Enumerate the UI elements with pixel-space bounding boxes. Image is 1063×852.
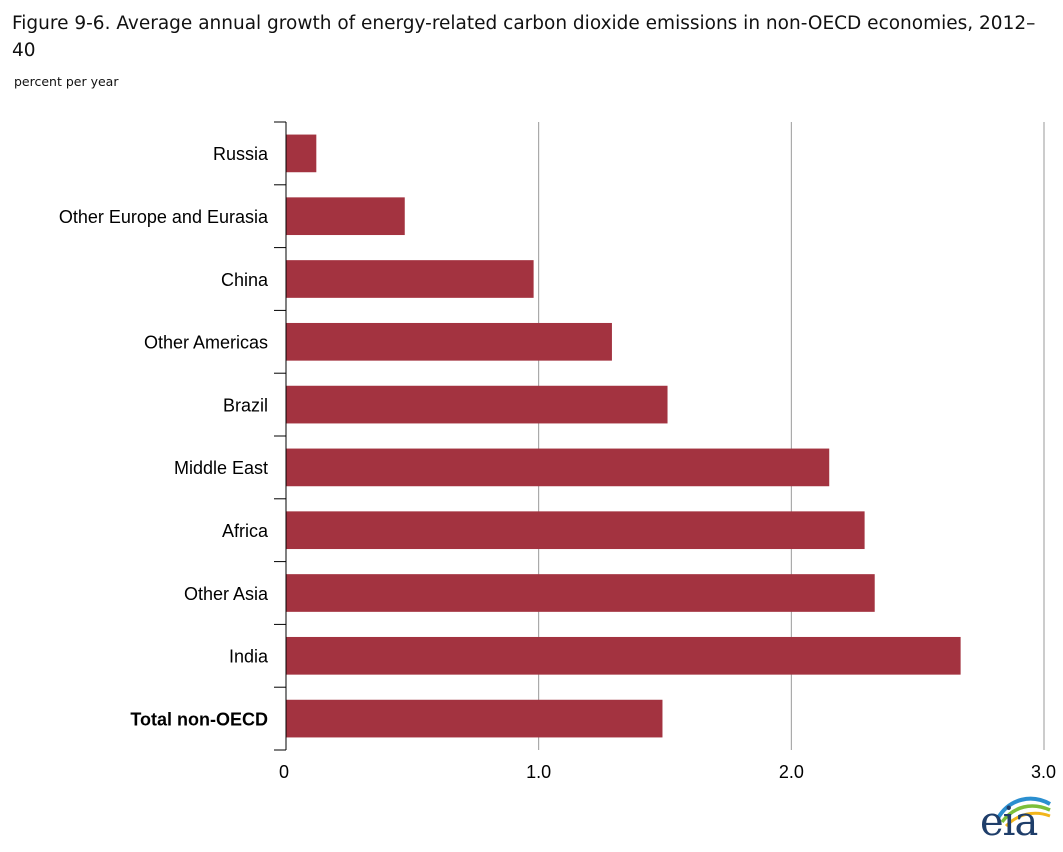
category-label: Africa	[222, 521, 269, 541]
x-tick-label: 2.0	[779, 762, 804, 782]
x-tick-labels: 0 1.0 2.0 3.0	[279, 762, 1056, 782]
category-label: Other Americas	[144, 333, 268, 353]
category-label: Russia	[213, 144, 269, 164]
x-tick-label: 0	[279, 762, 289, 782]
bar	[286, 636, 961, 675]
axes	[274, 121, 287, 751]
category-label: Middle East	[174, 458, 268, 478]
category-label: India	[229, 647, 269, 667]
bars	[286, 134, 961, 738]
chart-unit-label: percent per year	[14, 74, 119, 89]
bar	[286, 197, 405, 236]
bar	[286, 260, 534, 298]
x-tick-label: 1.0	[526, 762, 551, 782]
bar	[286, 699, 663, 738]
category-label: China	[221, 270, 269, 290]
x-tick-label: 3.0	[1031, 762, 1056, 782]
bar	[286, 134, 317, 173]
logo-swoosh-icon	[996, 796, 1051, 828]
bar	[286, 574, 875, 612]
category-labels: Russia Other Europe and Eurasia China Other…	[59, 144, 269, 729]
chart-title: Figure 9-6. Average annual growth of ene…	[12, 13, 1036, 61]
category-label: Brazil	[223, 395, 268, 415]
category-label: Total non-OECD	[130, 709, 268, 729]
bar	[286, 385, 668, 424]
category-label: Other Asia	[184, 584, 269, 604]
bar	[286, 448, 830, 487]
eia-logo: eia	[980, 790, 1054, 848]
bar	[286, 511, 865, 550]
logo-text: eia	[980, 799, 1038, 845]
bar	[286, 322, 612, 361]
category-label: Other Europe and Eurasia	[59, 207, 269, 227]
